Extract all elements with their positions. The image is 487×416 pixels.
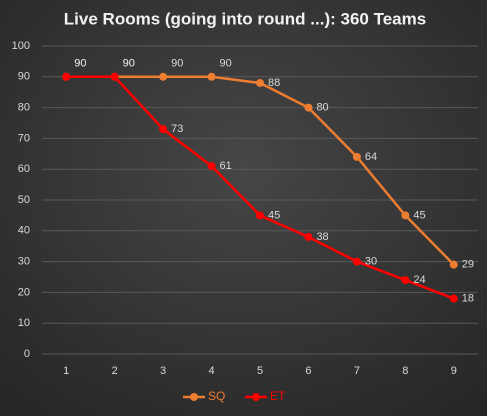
data-label: 88 xyxy=(268,77,280,89)
y-tick-label: 60 xyxy=(18,163,30,175)
y-tick-label: 80 xyxy=(18,102,30,114)
point xyxy=(207,72,216,81)
point xyxy=(159,125,168,134)
point xyxy=(401,276,410,285)
data-label: 18 xyxy=(462,292,474,304)
x-tick-label: 4 xyxy=(208,365,214,377)
data-label: 24 xyxy=(413,274,425,286)
y-tick-label: 0 xyxy=(24,348,30,360)
point xyxy=(304,232,313,241)
y-tick-label: 10 xyxy=(18,317,30,329)
y-tick-label: 50 xyxy=(18,194,30,206)
y-tick-label: 30 xyxy=(18,256,30,268)
data-label: 45 xyxy=(413,209,425,221)
point xyxy=(110,72,119,81)
x-tick-label: 1 xyxy=(63,365,69,377)
x-tick-label: 8 xyxy=(402,365,408,377)
y-tick-label: 20 xyxy=(18,286,30,298)
point xyxy=(352,152,361,161)
point xyxy=(401,211,410,220)
data-label: 80 xyxy=(316,102,328,114)
legend-marker xyxy=(252,393,260,401)
x-tick-label: 7 xyxy=(354,365,360,377)
x-tick-label: 2 xyxy=(112,365,118,377)
y-tick-label: 100 xyxy=(12,40,30,52)
x-tick-label: 6 xyxy=(305,365,311,377)
data-label: 90 xyxy=(74,58,86,70)
data-label: 90 xyxy=(171,58,183,70)
chart-title: Live Rooms (going into round ...): 360 T… xyxy=(64,9,426,28)
y-tick-label: 40 xyxy=(18,225,30,237)
data-label: 64 xyxy=(365,151,377,163)
data-label: 90 xyxy=(123,58,135,70)
y-tick-label: 90 xyxy=(18,71,30,83)
point xyxy=(256,78,264,87)
data-label: 29 xyxy=(462,259,474,271)
point xyxy=(256,211,264,220)
legend-marker xyxy=(190,393,198,401)
data-label: 45 xyxy=(268,209,280,221)
point xyxy=(207,162,216,171)
data-label: 73 xyxy=(171,123,183,135)
point xyxy=(449,260,458,269)
point xyxy=(62,72,71,81)
x-tick-label: 3 xyxy=(160,365,166,377)
point xyxy=(304,103,313,112)
data-label: 90 xyxy=(74,58,86,70)
data-label: 90 xyxy=(123,58,135,70)
y-tick-label: 70 xyxy=(18,132,30,144)
legend-label: ET xyxy=(270,389,286,403)
point xyxy=(159,72,168,81)
data-label: 61 xyxy=(220,160,232,172)
x-tick-label: 5 xyxy=(257,365,263,377)
data-label: 90 xyxy=(220,58,232,70)
legend-label: SQ xyxy=(208,389,225,403)
data-label: 38 xyxy=(316,231,328,243)
point xyxy=(352,257,361,266)
point xyxy=(449,294,458,303)
x-tick-label: 9 xyxy=(451,365,457,377)
data-label: 30 xyxy=(365,256,377,268)
